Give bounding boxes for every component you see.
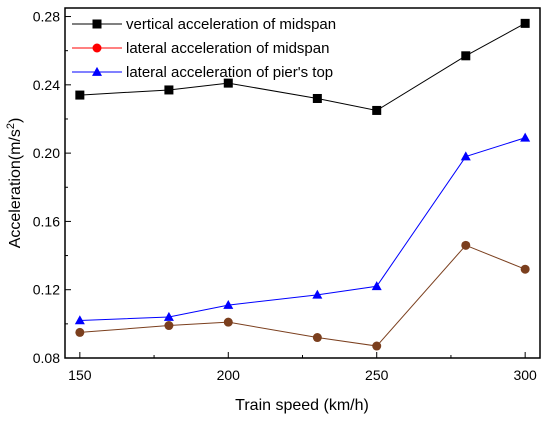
series-2-point-6 [520, 132, 531, 142]
legend-label-2: lateral acceleration of pier's top [126, 64, 333, 81]
y-tick-label-4: 0.24 [33, 77, 60, 93]
x-axis: 150 200 250 300 [68, 352, 537, 383]
series-1-point-1 [164, 321, 174, 331]
series-1-point-5 [461, 240, 471, 250]
series-2-point-5 [460, 151, 471, 161]
legend-label-0: vertical acceleration of midspan [126, 16, 336, 33]
plot-frame [64, 7, 541, 359]
series-1-point-0 [75, 327, 85, 337]
series-2-point-0 [74, 315, 85, 325]
y-axis-title-superscript: 2 [5, 123, 17, 129]
legend-marker-1 [92, 43, 102, 53]
series-0-point-3 [312, 93, 322, 103]
series-0-point-1 [164, 85, 174, 95]
x-tick-label-300: 300 [513, 367, 537, 383]
series-1-point-6 [520, 264, 530, 274]
y-tick-label-0: 0.08 [33, 350, 60, 366]
y-axis: 0.08 0.12 0.16 0.20 0.24 0.28 [33, 9, 71, 366]
y-tick-label-1: 0.12 [33, 282, 60, 298]
series-2-point-3 [312, 289, 323, 299]
legend-label-1: lateral acceleration of midspan [126, 40, 329, 57]
series-1-point-3 [312, 333, 322, 343]
y-axis-title: Acceleration(m/s2) [5, 118, 24, 249]
series-1-line [79, 244, 526, 347]
series-2-line [79, 137, 526, 321]
x-tick-label-150: 150 [68, 367, 92, 383]
series-1 [75, 240, 530, 351]
series-0-point-6 [520, 18, 530, 28]
series-2-point-2 [223, 299, 234, 309]
y-tick-label-2: 0.16 [33, 213, 60, 229]
x-tick-label-250: 250 [365, 367, 389, 383]
legend-marker-2 [92, 66, 102, 76]
series-0-point-2 [223, 78, 233, 88]
legend: vertical acceleration of midspan lateral … [72, 16, 336, 81]
series-0-point-5 [461, 51, 471, 61]
series-0-point-0 [75, 90, 85, 100]
y-axis-title-end: ) [7, 118, 24, 123]
series-0 [75, 18, 530, 115]
series-1-point-2 [223, 317, 233, 327]
series-2-point-4 [371, 281, 382, 291]
y-axis-title-main: Acceleration(m/s [7, 129, 24, 248]
x-axis-title: Train speed (km/h) [235, 397, 369, 414]
series-0-point-4 [372, 105, 382, 115]
legend-marker-0 [92, 19, 102, 29]
y-tick-label-5: 0.28 [33, 9, 60, 25]
series-2-point-1 [163, 311, 174, 321]
series-layer [74, 18, 531, 351]
x-tick-label-200: 200 [217, 367, 241, 383]
series-2 [74, 132, 531, 325]
series-1-point-4 [372, 341, 382, 351]
y-tick-label-3: 0.20 [33, 145, 60, 161]
